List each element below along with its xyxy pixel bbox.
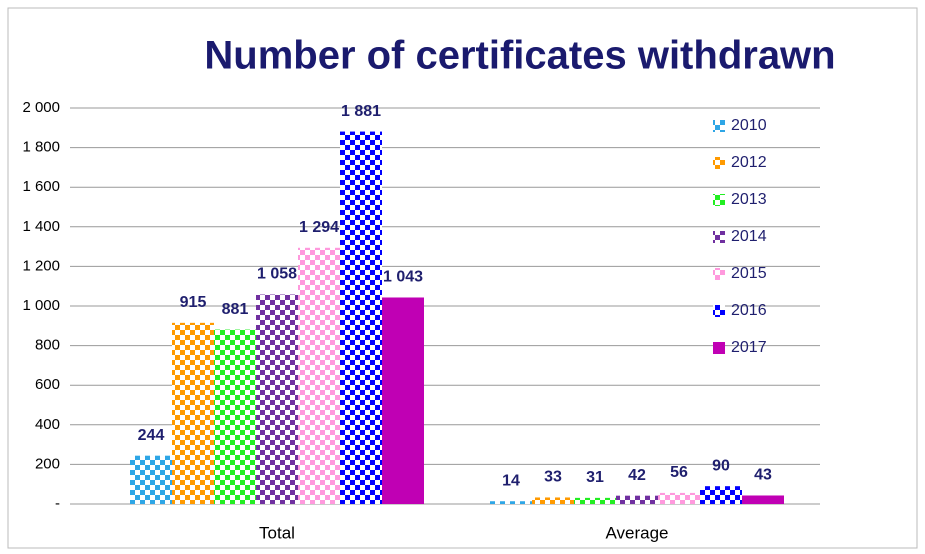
data-label: 1 881 xyxy=(341,103,381,120)
bar xyxy=(532,497,574,504)
y-tick-label: 400 xyxy=(35,416,60,433)
data-label: 1 058 xyxy=(257,266,297,283)
data-label: 42 xyxy=(628,467,646,484)
legend-swatch xyxy=(713,157,725,169)
x-tick-label: Average xyxy=(605,523,668,542)
legend-label: 2015 xyxy=(731,265,767,282)
data-label: 915 xyxy=(180,294,207,311)
legend-label: 2016 xyxy=(731,302,767,319)
legend-swatch xyxy=(713,268,725,280)
bar xyxy=(382,297,424,504)
legend-swatch xyxy=(713,194,725,206)
legend-label: 2013 xyxy=(731,191,767,208)
y-tick-label: 600 xyxy=(35,376,60,393)
bar xyxy=(172,322,214,504)
y-tick-label: - xyxy=(55,495,60,512)
y-tick-label: 200 xyxy=(35,455,60,472)
bar xyxy=(256,294,298,504)
bar xyxy=(742,495,784,504)
legend-swatch xyxy=(713,342,725,354)
y-tick-label: 1 600 xyxy=(22,178,60,195)
x-tick-label: Total xyxy=(259,523,295,542)
data-label: 43 xyxy=(754,467,772,484)
bar xyxy=(298,247,340,504)
data-label: 881 xyxy=(222,301,249,318)
bar xyxy=(658,492,700,504)
legend-label: 2014 xyxy=(731,228,767,245)
chart-title: Number of certificates withdrawn xyxy=(204,34,835,78)
legend-label: 2010 xyxy=(731,117,767,134)
bar xyxy=(340,131,382,504)
legend-swatch xyxy=(713,305,725,317)
data-label: 14 xyxy=(502,472,520,489)
legend-label: 2017 xyxy=(731,339,767,356)
y-tick-label: 2 000 xyxy=(22,99,60,116)
data-label: 1 294 xyxy=(299,219,339,236)
legend-label: 2012 xyxy=(731,154,767,171)
data-label: 31 xyxy=(586,469,604,486)
y-tick-label: 1 200 xyxy=(22,257,60,274)
bar xyxy=(214,329,256,504)
bar xyxy=(490,501,532,504)
y-tick-label: 1 400 xyxy=(22,218,60,235)
data-label: 90 xyxy=(712,457,730,474)
bar xyxy=(616,495,658,504)
y-tick-label: 800 xyxy=(35,337,60,354)
y-tick-label: 1 800 xyxy=(22,139,60,156)
data-label: 1 043 xyxy=(383,269,423,286)
y-tick-label: 1 000 xyxy=(22,297,60,314)
bar xyxy=(130,455,172,504)
legend-swatch xyxy=(713,120,725,132)
data-label: 33 xyxy=(544,469,562,486)
bar xyxy=(574,497,616,504)
legend-swatch xyxy=(713,231,725,243)
data-label: 244 xyxy=(138,427,165,444)
bar xyxy=(700,486,742,504)
data-label: 56 xyxy=(670,464,688,481)
